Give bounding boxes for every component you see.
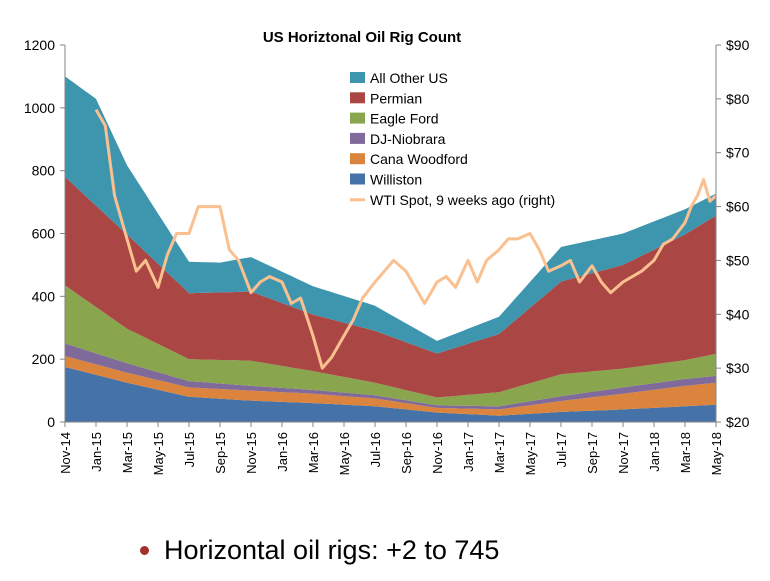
- right-tick-label: $40: [726, 306, 750, 322]
- wti-line-layer: [94, 108, 717, 370]
- x-tick-label: Nov-16: [430, 432, 445, 474]
- x-tick-label: Mar-18: [678, 432, 693, 473]
- x-tick-label: Mar-16: [306, 432, 321, 473]
- legend-label-eagle-ford: Eagle Ford: [370, 111, 438, 127]
- left-tick-label: 200: [32, 351, 56, 367]
- legend-label-cana-woodford: Cana Woodford: [370, 151, 468, 167]
- x-tick-label: Nov-17: [616, 432, 631, 474]
- left-tick-label: 0: [47, 414, 55, 430]
- chart-title: US Horiztonal Oil Rig Count: [263, 29, 461, 46]
- left-tick-label: 600: [32, 226, 56, 242]
- wti-spot-line: [94, 108, 717, 370]
- x-tick-label: Jan-17: [461, 432, 476, 472]
- left-tick-label: 1000: [24, 100, 55, 116]
- legend-label-permian: Permian: [370, 90, 422, 106]
- right-tick-label: $20: [726, 414, 750, 430]
- summary-text: Horizontal oil rigs: +2 to 745: [164, 534, 500, 565]
- area-eagle-ford: [65, 285, 716, 407]
- legend-label-dj-niobrara: DJ-Niobrara: [370, 131, 446, 147]
- area-permian: [65, 176, 716, 398]
- bullet-dot-icon: [140, 545, 149, 555]
- x-tick-label: Nov-14: [58, 432, 73, 474]
- x-tick-label: Jan-18: [647, 432, 662, 472]
- legend-swatch-williston: [350, 173, 365, 185]
- left-tick-label: 400: [32, 288, 56, 304]
- right-tick-label: $80: [726, 91, 750, 107]
- legend: All Other US Permian Eagle Ford DJ-Niobrara…: [350, 70, 555, 208]
- x-tick-label: Mar-17: [492, 432, 507, 473]
- x-tick-label: Nov-15: [244, 432, 259, 474]
- x-tick-label: Jul-17: [554, 432, 569, 467]
- x-tick-label: Jul-16: [368, 432, 383, 467]
- axes: 0 200 400 600 800 1000 1200 $20 $30 $40 $50 $60 $70 $…: [24, 37, 750, 475]
- legend-swatch-dj-niobrara: [350, 132, 365, 144]
- x-tick-label: Jan-15: [89, 432, 104, 472]
- x-tick-label: Sep-17: [585, 432, 600, 474]
- x-tick-label: Jan-16: [275, 432, 290, 472]
- oil-rig-chart: US Horiztonal Oil Rig Count 0 200 400 600 80…: [24, 29, 750, 475]
- stacked-areas: [65, 76, 716, 422]
- right-tick-label: $60: [726, 199, 750, 215]
- summary-bullet: Horizontal oil rigs: +2 to 745: [140, 530, 499, 570]
- legend-label-williston: Williston: [370, 172, 422, 188]
- x-tick-label: May-15: [151, 432, 166, 475]
- right-tick-label: $50: [726, 252, 750, 268]
- area-cana-woodford: [65, 356, 716, 416]
- right-tick-label: $90: [726, 37, 750, 53]
- left-tick-label: 1200: [24, 37, 55, 53]
- x-tick-label: Sep-15: [213, 432, 228, 474]
- legend-swatch-all-other-us: [350, 72, 365, 83]
- x-tick-label: May-18: [709, 432, 724, 475]
- x-tick-label: Sep-16: [399, 432, 414, 474]
- legend-swatch-eagle-ford: [350, 112, 365, 124]
- legend-swatch-permian: [350, 92, 365, 104]
- x-tick-label: May-17: [523, 432, 538, 475]
- area-all-other-us: [65, 76, 716, 354]
- x-tick-label: May-16: [337, 432, 352, 475]
- legend-label-all-other-us: All Other US: [370, 70, 448, 86]
- left-tick-label: 800: [32, 163, 56, 179]
- x-tick-label: Jul-15: [182, 432, 197, 467]
- right-tick-label: $70: [726, 145, 750, 161]
- legend-label-wti-spot-9-weeks-ago-right: WTI Spot, 9 weeks ago (right): [370, 192, 555, 208]
- legend-swatch-cana-woodford: [350, 153, 365, 165]
- right-tick-label: $30: [726, 360, 750, 376]
- x-tick-label: Mar-15: [120, 432, 135, 473]
- area-williston: [65, 367, 716, 422]
